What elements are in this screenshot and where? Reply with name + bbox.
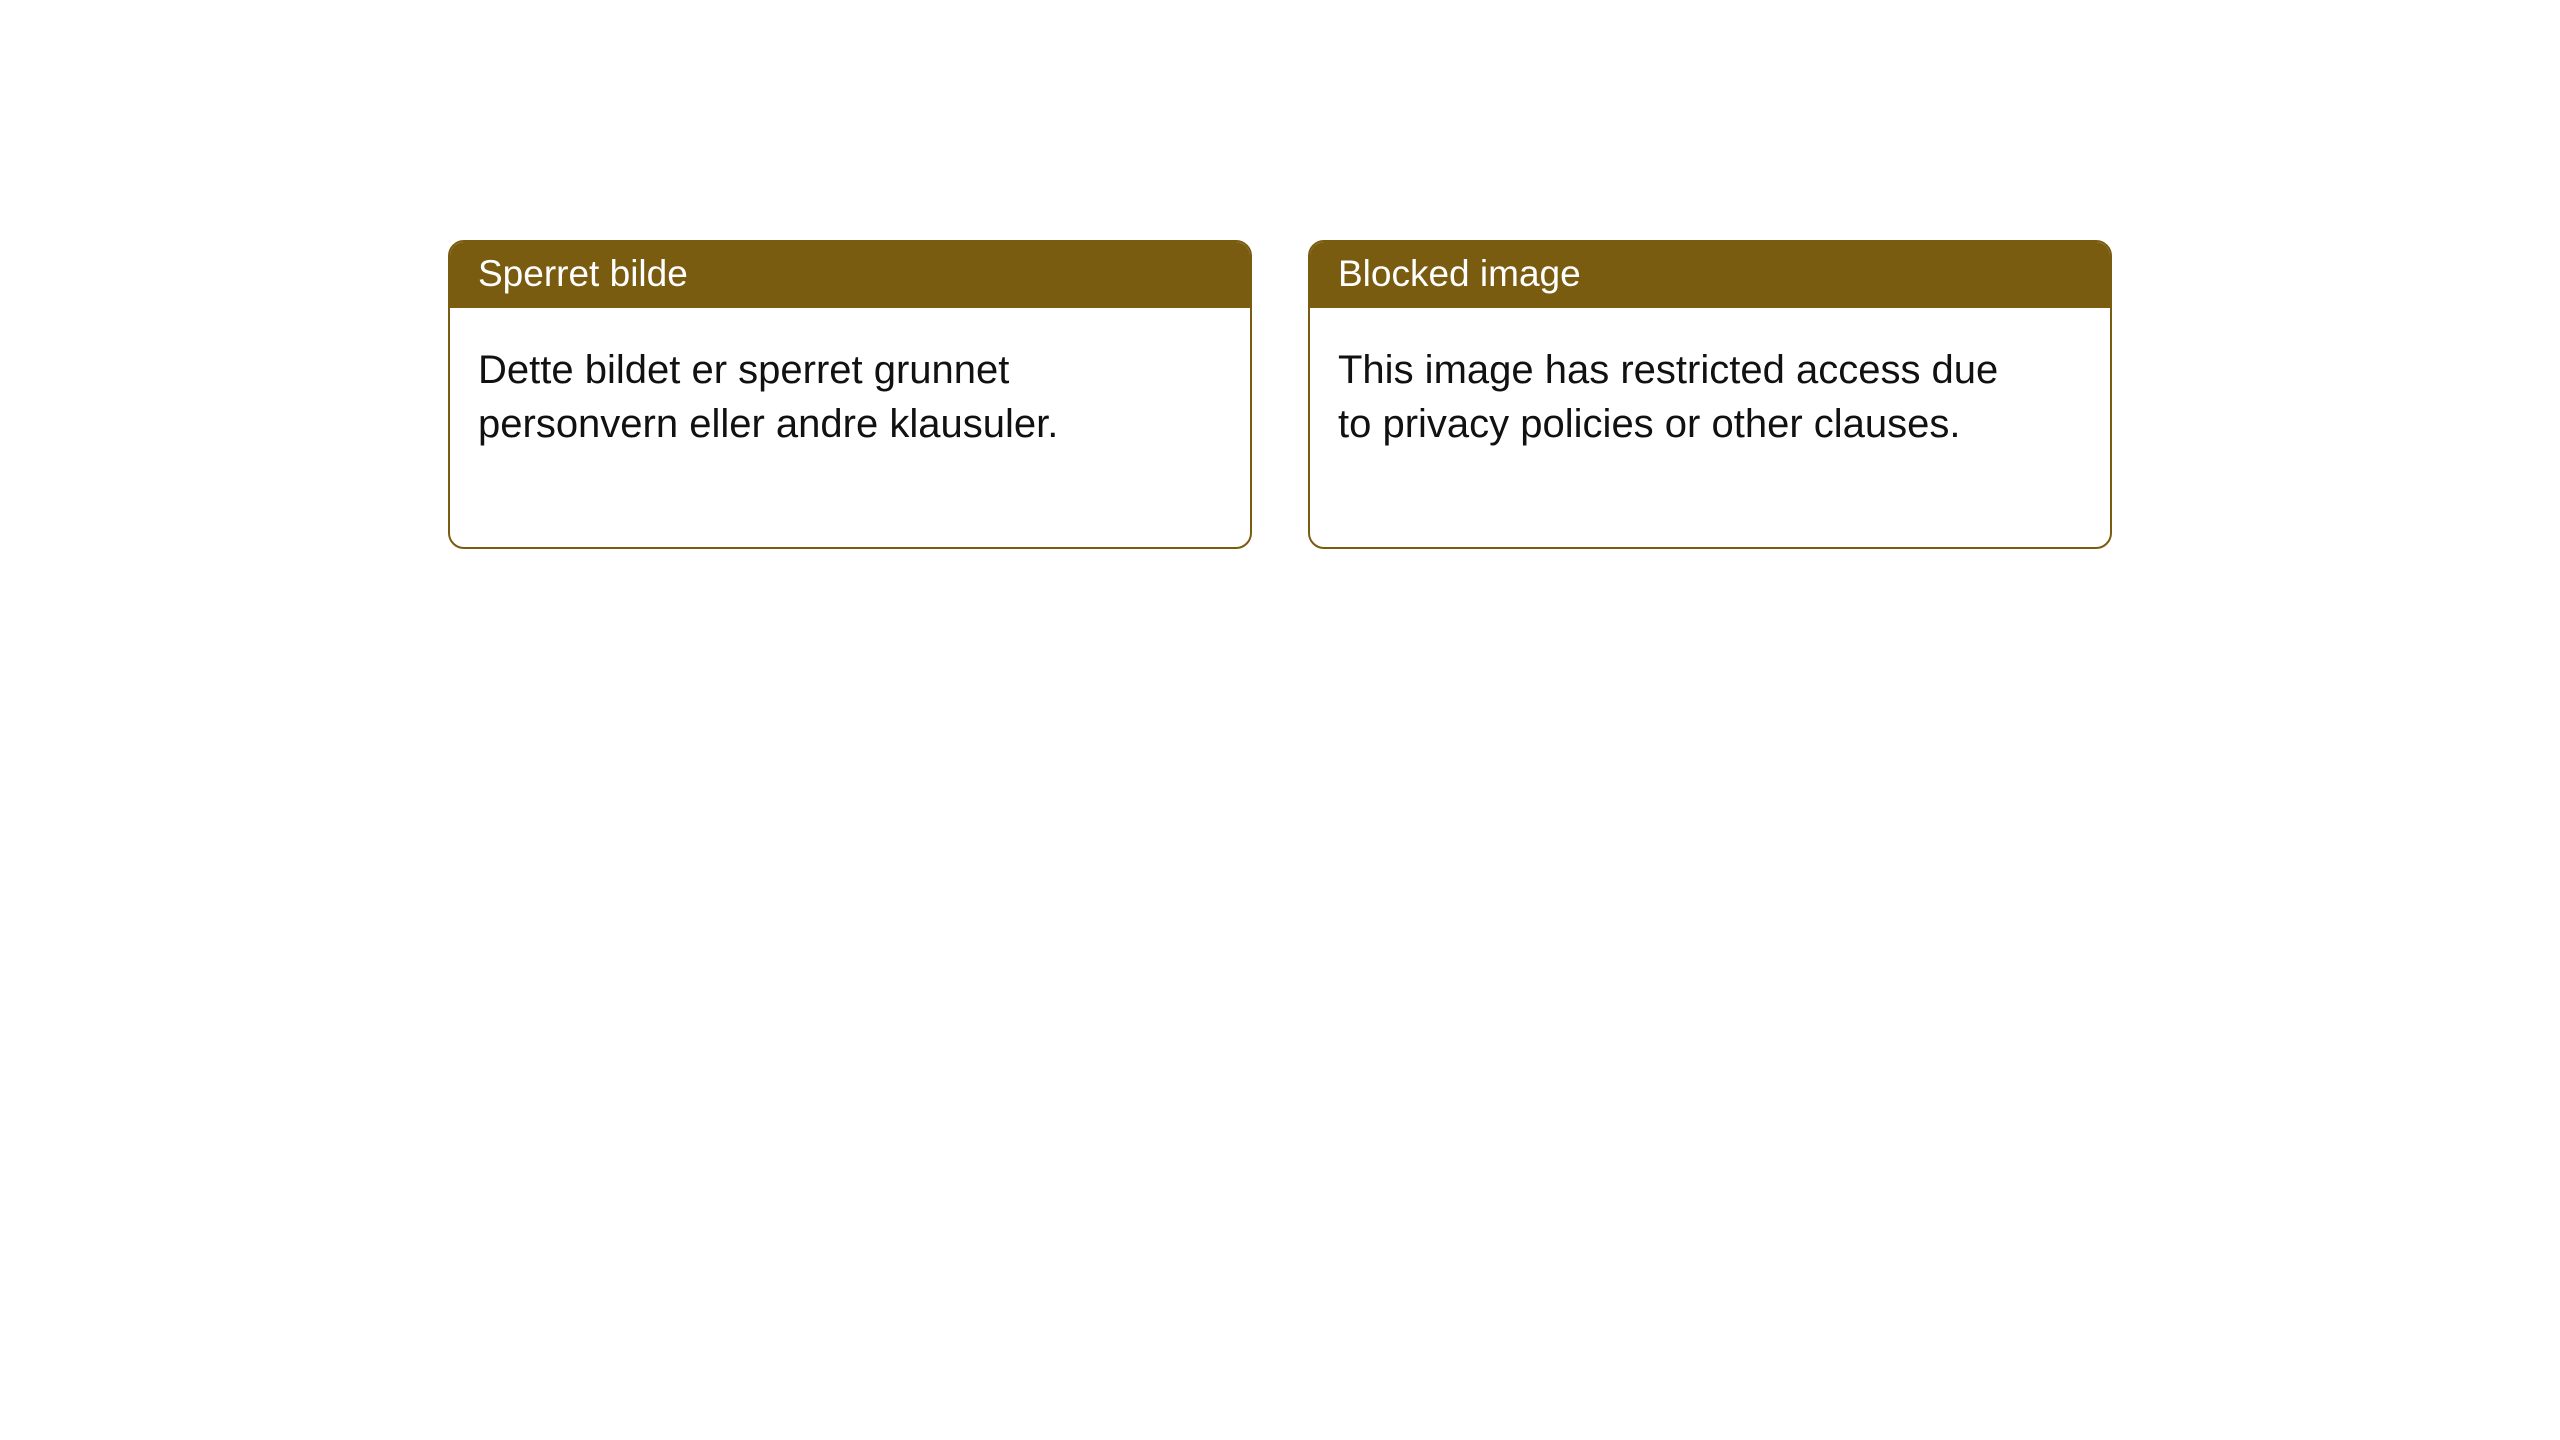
notice-title-english: Blocked image [1310,242,2110,308]
notice-container: Sperret bilde Dette bildet er sperret gr… [0,0,2560,549]
notice-title-norwegian: Sperret bilde [450,242,1250,308]
notice-card-english: Blocked image This image has restricted … [1308,240,2112,549]
notice-body-norwegian: Dette bildet er sperret grunnet personve… [450,308,1170,546]
notice-card-norwegian: Sperret bilde Dette bildet er sperret gr… [448,240,1252,549]
notice-body-english: This image has restricted access due to … [1310,308,2030,546]
